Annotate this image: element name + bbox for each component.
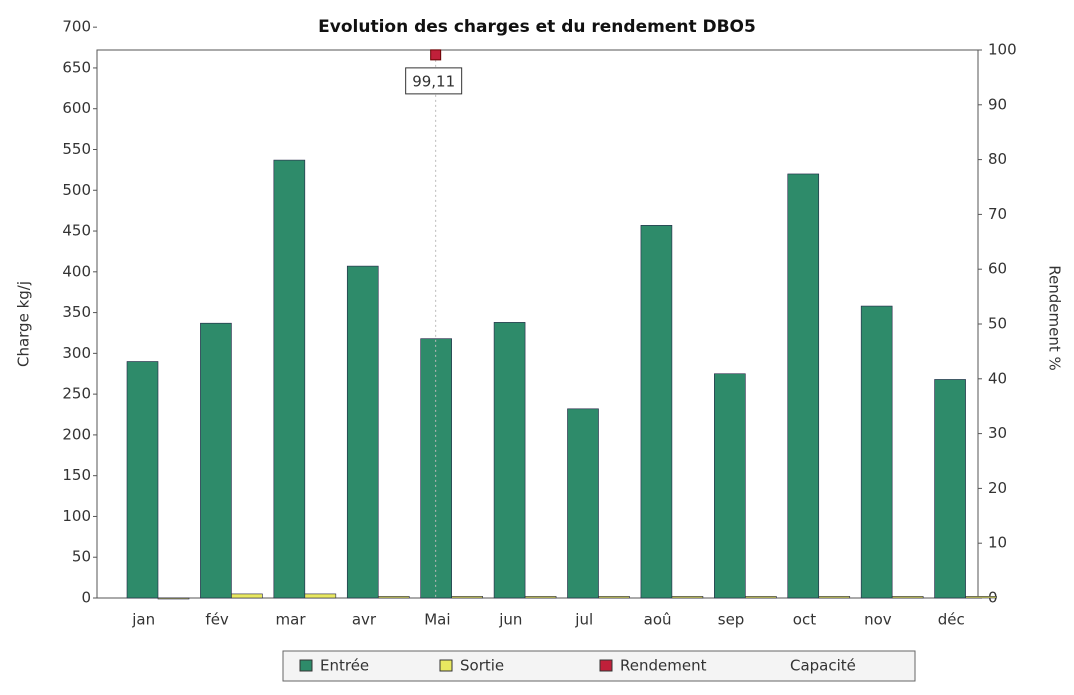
data-label-box	[405, 67, 463, 95]
x-tick-label: fév	[205, 611, 229, 629]
bar	[860, 305, 893, 599]
bar	[818, 596, 851, 599]
y-tick-label: 650	[62, 58, 91, 76]
y-tick-label: 0	[81, 589, 91, 607]
legend-label: Rendement	[620, 657, 707, 675]
y-tick-label: 200	[62, 425, 91, 443]
bar	[524, 596, 557, 599]
bar	[346, 265, 379, 599]
x-tick-label: avr	[352, 611, 377, 629]
bar	[200, 322, 232, 599]
y-tick-label: 450	[62, 222, 91, 240]
y2-tick-label: 10	[988, 534, 1007, 552]
y-tick-label: 600	[62, 99, 91, 117]
bar	[671, 596, 704, 599]
bar	[231, 593, 263, 599]
bar	[493, 322, 526, 599]
bar	[934, 379, 966, 599]
x-tick-label: sep	[718, 611, 745, 629]
y-tick-label: 550	[62, 140, 91, 158]
y-tick-label: 400	[62, 262, 91, 280]
bar	[965, 596, 997, 599]
y-tick-label: 500	[62, 181, 91, 199]
y2-tick-label: 40	[988, 369, 1007, 387]
y2-tick-label: 60	[988, 260, 1007, 278]
x-tick-label: jul	[574, 611, 593, 629]
y2-tick-label: 70	[988, 205, 1007, 223]
point	[430, 49, 442, 61]
x-tick-label: jun	[498, 611, 522, 629]
x-tick-label: mar	[276, 611, 307, 629]
x-tick-label: nov	[864, 611, 892, 629]
bar	[304, 593, 337, 599]
y-tick-label: 350	[62, 303, 91, 321]
bar	[157, 597, 190, 600]
bar	[598, 596, 630, 599]
legend-label: Entrée	[320, 657, 369, 675]
y-tick-label: 50	[72, 548, 91, 566]
bar	[377, 596, 410, 599]
y-axis-label: Charge kg/j	[15, 281, 33, 367]
chart-title: Evolution des charges et du rendement DB…	[318, 17, 756, 37]
bar	[567, 408, 599, 599]
bar	[745, 596, 777, 599]
data-label: 99,11	[412, 72, 455, 90]
legend-label: Sortie	[460, 657, 504, 675]
bar	[126, 361, 159, 599]
x-tick-label: jan	[131, 611, 155, 629]
x-tick-label: aoû	[644, 611, 672, 629]
y-tick-label: 100	[62, 507, 91, 525]
y-tick-label: 250	[62, 385, 91, 403]
legend-swatch	[439, 659, 453, 672]
bar	[787, 173, 820, 599]
bar	[714, 373, 746, 599]
bar	[273, 159, 306, 599]
y-tick-label: 300	[62, 344, 91, 362]
x-tick-label: oct	[793, 611, 816, 629]
y2-tick-label: 90	[988, 95, 1007, 113]
bar	[640, 225, 673, 599]
legend-swatch	[299, 659, 313, 672]
bar	[420, 338, 452, 599]
legend	[282, 650, 916, 682]
legend-swatch	[599, 659, 613, 672]
y2-tick-label: 20	[988, 479, 1007, 497]
y2-tick-label: 50	[988, 315, 1007, 333]
legend-label: Capacité	[790, 657, 856, 675]
y2-tick-label: 100	[988, 41, 1017, 59]
y-tick-label: 700	[62, 18, 91, 36]
bar	[891, 596, 924, 599]
x-tick-label: déc	[938, 611, 965, 629]
y-tick-label: 150	[62, 466, 91, 484]
y2-tick-label: 30	[988, 424, 1007, 442]
bar	[451, 596, 483, 599]
x-tick-label: Mai	[424, 611, 450, 629]
y2-tick-label: 80	[988, 150, 1007, 168]
y2-axis-label: Rendement %	[1046, 265, 1064, 370]
